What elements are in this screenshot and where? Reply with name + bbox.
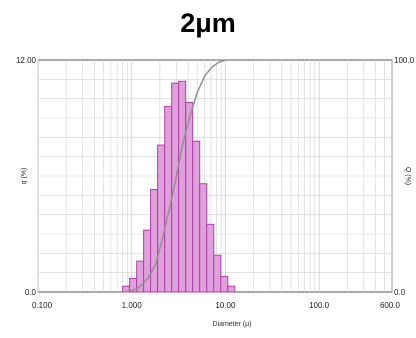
y-left-tick-label: 0.0	[25, 288, 37, 297]
x-tick-label: 1.000	[122, 301, 143, 310]
cumulative-curve	[122, 59, 233, 293]
x-axis-label: Diameter (μ)	[212, 321, 251, 328]
x-tick-labels: 0.100 1.000 10.00 100.0 600.0	[32, 301, 401, 310]
histogram-bar	[157, 144, 166, 293]
x-tick-label: 100.0	[309, 301, 330, 310]
histogram-bar	[220, 276, 229, 293]
x-tick-label: 600.0	[380, 301, 401, 310]
histogram-bar	[178, 80, 187, 293]
y-right-tick-label: 100.0	[394, 56, 415, 65]
chart-title: 2μm	[180, 8, 236, 38]
histogram-bar	[164, 105, 173, 293]
histogram-bar	[171, 82, 180, 293]
histogram-bar	[192, 140, 201, 293]
histogram-bar	[213, 254, 222, 293]
histogram-bar	[150, 189, 159, 293]
histogram-bar	[206, 223, 215, 293]
y-right-tick-label: 0.0	[394, 288, 406, 297]
y-tick-labels: 12.00 0.0 100.0 0.0	[16, 56, 415, 297]
y-axis-label-right: Q (%)	[404, 167, 411, 185]
histogram-bar	[199, 183, 208, 293]
x-tick-label: 0.100	[32, 301, 53, 310]
y-left-tick-label: 12.00	[16, 56, 37, 65]
x-tick-label: 10.00	[215, 301, 236, 310]
y-axis-label-left: q (%)	[21, 168, 28, 185]
histogram-bar	[227, 285, 236, 293]
bars-group	[122, 80, 236, 293]
